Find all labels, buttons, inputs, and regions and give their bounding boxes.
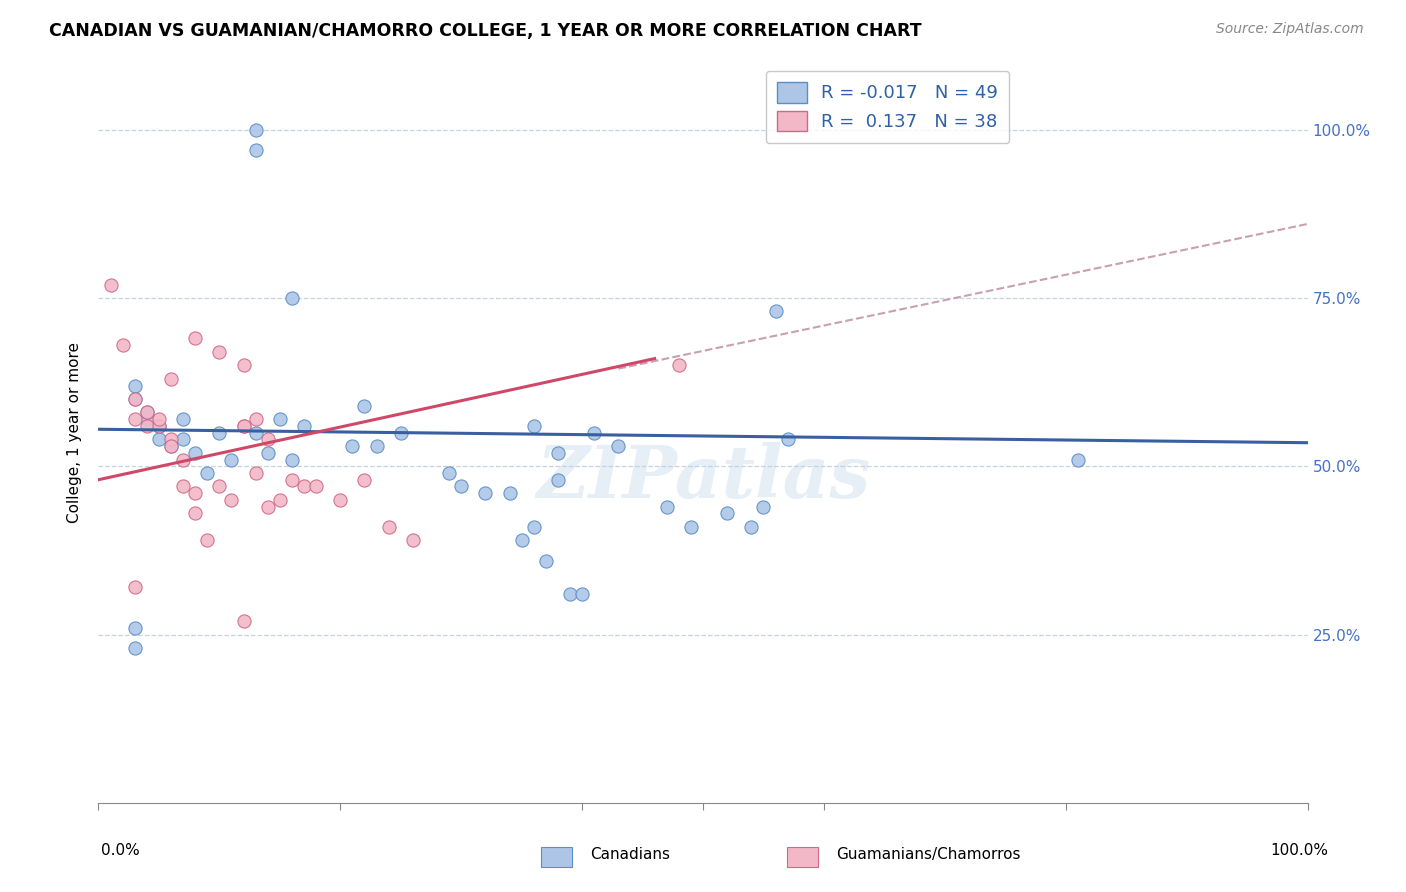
Point bbox=[765, 304, 787, 318]
Point bbox=[269, 492, 291, 507]
Point bbox=[1067, 452, 1090, 467]
Point bbox=[474, 486, 496, 500]
Point bbox=[111, 338, 134, 352]
Point bbox=[534, 553, 557, 567]
Point bbox=[232, 359, 254, 373]
Point bbox=[547, 473, 569, 487]
Point bbox=[232, 614, 254, 628]
Point bbox=[547, 446, 569, 460]
Text: 100.0%: 100.0% bbox=[1271, 843, 1329, 858]
Text: ZIPatlas: ZIPatlas bbox=[536, 442, 870, 513]
Point bbox=[172, 479, 194, 493]
Point bbox=[135, 418, 157, 433]
Point bbox=[135, 405, 157, 419]
Point bbox=[292, 479, 315, 493]
Legend: R = -0.017   N = 49, R =  0.137   N = 38: R = -0.017 N = 49, R = 0.137 N = 38 bbox=[765, 70, 1010, 143]
Point bbox=[124, 392, 146, 406]
Point bbox=[124, 378, 146, 392]
Text: 0.0%: 0.0% bbox=[101, 843, 141, 858]
Point bbox=[329, 492, 352, 507]
Point bbox=[124, 621, 146, 635]
Point bbox=[366, 439, 388, 453]
Point bbox=[776, 433, 799, 447]
Point bbox=[607, 439, 630, 453]
Point bbox=[269, 412, 291, 426]
Point bbox=[256, 446, 278, 460]
Point bbox=[655, 500, 678, 514]
Point bbox=[124, 412, 146, 426]
Point bbox=[124, 640, 146, 655]
Point bbox=[184, 507, 207, 521]
Point bbox=[281, 452, 304, 467]
Point bbox=[221, 452, 243, 467]
Point bbox=[245, 412, 267, 426]
Point bbox=[342, 439, 364, 453]
Point bbox=[740, 520, 762, 534]
Point bbox=[148, 433, 170, 447]
Point bbox=[510, 533, 533, 548]
Point bbox=[148, 412, 170, 426]
Point bbox=[184, 446, 207, 460]
Point bbox=[305, 479, 328, 493]
Point bbox=[256, 433, 278, 447]
Point bbox=[558, 587, 581, 601]
Point bbox=[583, 425, 606, 440]
Point bbox=[172, 412, 194, 426]
Point bbox=[245, 425, 267, 440]
Point bbox=[245, 143, 267, 157]
Point bbox=[184, 331, 207, 345]
Point bbox=[184, 486, 207, 500]
Point bbox=[292, 418, 315, 433]
Point bbox=[389, 425, 412, 440]
Point bbox=[523, 520, 546, 534]
Point bbox=[148, 418, 170, 433]
Point bbox=[245, 122, 267, 136]
Point bbox=[100, 277, 122, 292]
Point bbox=[402, 533, 425, 548]
Point bbox=[353, 399, 375, 413]
Point bbox=[148, 418, 170, 433]
Point bbox=[135, 412, 157, 426]
Point bbox=[523, 418, 546, 433]
Point bbox=[668, 359, 690, 373]
Point bbox=[437, 466, 460, 480]
Point bbox=[221, 492, 243, 507]
Point bbox=[135, 405, 157, 419]
Point bbox=[281, 473, 304, 487]
Point bbox=[498, 486, 520, 500]
Point bbox=[450, 479, 472, 493]
Y-axis label: College, 1 year or more: College, 1 year or more bbox=[67, 343, 83, 523]
Point bbox=[679, 520, 702, 534]
Point bbox=[256, 500, 278, 514]
Point bbox=[232, 418, 254, 433]
Point bbox=[232, 418, 254, 433]
Point bbox=[124, 581, 146, 595]
Point bbox=[195, 533, 218, 548]
Point bbox=[160, 439, 183, 453]
Point bbox=[160, 372, 183, 386]
Point bbox=[208, 479, 231, 493]
Point bbox=[172, 433, 194, 447]
Point bbox=[160, 439, 183, 453]
Point bbox=[353, 473, 375, 487]
Point bbox=[208, 425, 231, 440]
Point bbox=[752, 500, 775, 514]
Point bbox=[195, 466, 218, 480]
Text: Guamanians/Chamorros: Guamanians/Chamorros bbox=[837, 847, 1021, 862]
Text: Source: ZipAtlas.com: Source: ZipAtlas.com bbox=[1216, 22, 1364, 37]
Point bbox=[208, 344, 231, 359]
Point bbox=[716, 507, 738, 521]
Point bbox=[245, 466, 267, 480]
Text: Canadians: Canadians bbox=[591, 847, 671, 862]
Point bbox=[160, 433, 183, 447]
Text: CANADIAN VS GUAMANIAN/CHAMORRO COLLEGE, 1 YEAR OR MORE CORRELATION CHART: CANADIAN VS GUAMANIAN/CHAMORRO COLLEGE, … bbox=[49, 22, 922, 40]
Point bbox=[281, 291, 304, 305]
Point bbox=[377, 520, 399, 534]
Point bbox=[571, 587, 593, 601]
Point bbox=[172, 452, 194, 467]
Point bbox=[124, 392, 146, 406]
